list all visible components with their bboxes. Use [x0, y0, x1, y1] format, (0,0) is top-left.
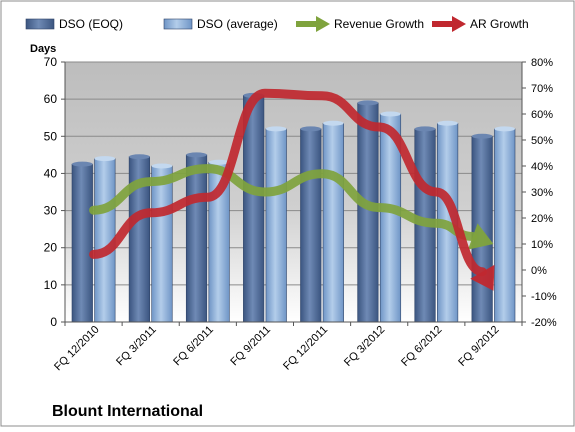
legend: DSO (EOQ) DSO (average) Revenue Growth AR G…	[25, 16, 529, 32]
revenue-growth-line	[89, 164, 478, 241]
legend-label: DSO (EOQ)	[59, 17, 123, 31]
bar-cap-dso-eoq	[414, 126, 436, 132]
bar-dso-eoq	[243, 95, 265, 323]
bar-cap-dso-average	[494, 126, 516, 132]
y-right-tick-label: 70%	[531, 83, 553, 95]
y-right-tick-label: 10%	[531, 239, 553, 251]
y-left-tick-label: 20	[44, 241, 58, 255]
ar-growth-arrowhead	[470, 264, 495, 291]
bar-dso-eoq	[471, 135, 493, 323]
chart-title: Blount International	[52, 403, 203, 420]
axes-layer	[61, 61, 526, 326]
y-left-tick-label: 10	[44, 278, 58, 292]
bar-dso-eoq	[300, 128, 322, 323]
legend-label: DSO (average)	[197, 17, 278, 31]
bar-cap-dso-average	[323, 120, 344, 126]
y-left-tick-label: 70	[44, 55, 58, 69]
bar-cap-dso-average	[208, 159, 230, 165]
bar-dso-average	[494, 128, 516, 323]
bar-cap-dso-average	[265, 126, 287, 132]
bar-cap-dso-eoq	[471, 133, 493, 139]
bar-dso-average	[265, 128, 287, 323]
ar-growth-line	[89, 88, 487, 277]
bar-cap-dso-eoq	[300, 126, 322, 132]
legend-arrow-icon	[316, 16, 330, 32]
y-right-tick-label: 40%	[531, 161, 553, 173]
legend-arrow-icon	[452, 16, 466, 32]
y-right-tick-label: 80%	[531, 57, 553, 69]
legend-swatch	[25, 18, 55, 30]
y-axis-left-label: Days	[30, 43, 56, 55]
bar-cap-dso-eoq	[357, 100, 379, 106]
bar-cap-dso-average	[437, 120, 458, 126]
y-left-tick-label: 30	[44, 204, 58, 218]
legend-swatch	[163, 18, 193, 30]
lines-layer	[89, 88, 495, 291]
y-right-tick-label: 60%	[531, 109, 553, 121]
bar-dso-eoq	[357, 102, 379, 323]
bar-cap-dso-average	[151, 163, 173, 169]
bar-dso-eoq	[185, 154, 208, 323]
y-left-tick-label: 50	[44, 129, 58, 143]
bar-cap-dso-average	[380, 111, 401, 117]
y-right-tick-label: 20%	[531, 213, 553, 225]
bar-cap-dso-eoq	[186, 152, 207, 158]
y-left-tick-label: 60	[44, 92, 58, 106]
y-left-tick-label: 0	[50, 315, 57, 329]
bar-cap-dso-eoq	[129, 154, 150, 160]
y-right-tick-label: 0%	[531, 265, 547, 277]
revenue-growth-arrowhead	[467, 223, 494, 250]
y-right-tick-label: 30%	[531, 187, 553, 199]
bar-cap-dso-average	[94, 156, 116, 162]
bar-cap-dso-eoq	[71, 161, 93, 167]
y-right-tick-label: 50%	[531, 135, 553, 147]
y-right-tick-label: -10%	[531, 291, 557, 303]
legend-label: AR Growth	[470, 17, 529, 31]
bar-dso-average	[151, 165, 173, 323]
y-right-tick-label: -20%	[531, 317, 557, 329]
bar-dso-eoq	[71, 163, 93, 323]
legend-label: Revenue Growth	[334, 17, 424, 31]
bar-dso-average	[322, 122, 344, 323]
y-left-tick-label: 40	[44, 166, 58, 180]
